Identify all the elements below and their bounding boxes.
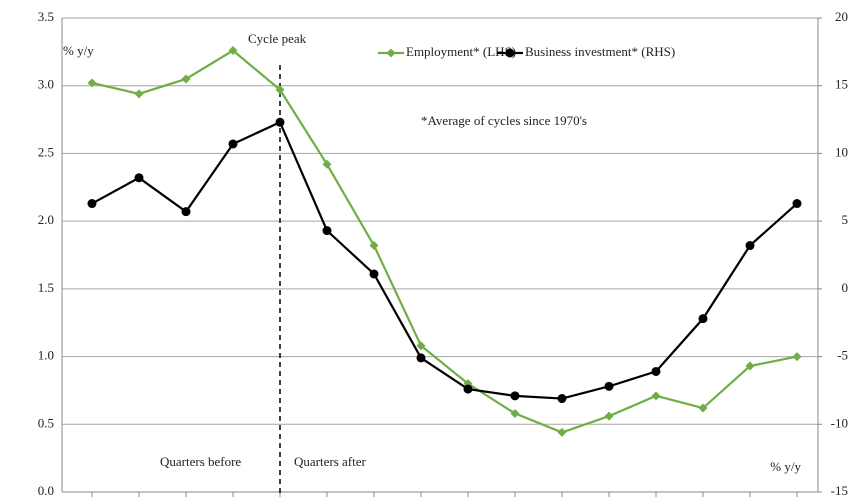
legend-label: Business investment* (RHS) (525, 44, 675, 59)
annotation: Quarters after (294, 454, 366, 469)
point (604, 381, 614, 391)
point (698, 403, 708, 413)
point (604, 411, 614, 421)
point (745, 241, 755, 251)
point (557, 394, 567, 404)
point (510, 408, 520, 418)
point (87, 78, 97, 88)
y-tick-label: 3.5 (38, 9, 54, 24)
point (510, 391, 520, 401)
y2-tick-label: 20 (835, 9, 848, 24)
point (228, 46, 238, 56)
series-line (91, 49, 798, 434)
point (416, 341, 426, 351)
y2-tick-label: 0 (842, 280, 849, 295)
point (181, 74, 191, 84)
point (322, 159, 332, 169)
y-tick-label: 3.0 (38, 77, 54, 92)
point (792, 199, 802, 209)
point (745, 361, 755, 371)
point (322, 226, 332, 236)
y2-tick-label: -5 (837, 348, 848, 363)
point (386, 48, 396, 58)
point (87, 199, 97, 209)
y-tick-label: 1.0 (38, 348, 54, 363)
point (463, 384, 473, 394)
y-tick-label: 1.5 (38, 280, 54, 295)
point (698, 314, 708, 324)
series-line (91, 120, 798, 400)
point (369, 269, 379, 279)
y-tick-label: 2.0 (38, 212, 54, 227)
y2-tick-label: 5 (842, 212, 849, 227)
point (275, 85, 285, 95)
y2-tick-label: -15 (831, 483, 848, 498)
y-tick-label: 0.0 (38, 483, 54, 498)
point (651, 391, 661, 401)
annotation: % y/y (63, 43, 94, 58)
y2-tick-label: -10 (831, 415, 848, 430)
y2-tick-label: 15 (835, 77, 848, 92)
point (228, 139, 238, 149)
point (651, 366, 661, 376)
point (181, 207, 191, 217)
y-tick-label: 2.5 (38, 144, 54, 159)
annotation: *Average of cycles since 1970's (421, 113, 587, 128)
point (369, 241, 379, 251)
point (416, 353, 426, 363)
point (557, 427, 567, 437)
legend-label: Employment* (LHS) (406, 44, 516, 59)
point (792, 352, 802, 362)
point (134, 89, 144, 99)
y2-tick-label: 10 (835, 144, 848, 159)
point (275, 117, 285, 127)
annotation: Quarters before (160, 454, 241, 469)
annotation: Cycle peak (248, 31, 307, 46)
y-tick-label: 0.5 (38, 415, 54, 430)
point (505, 48, 515, 58)
annotation: % y/y (770, 459, 801, 474)
point (134, 173, 144, 183)
